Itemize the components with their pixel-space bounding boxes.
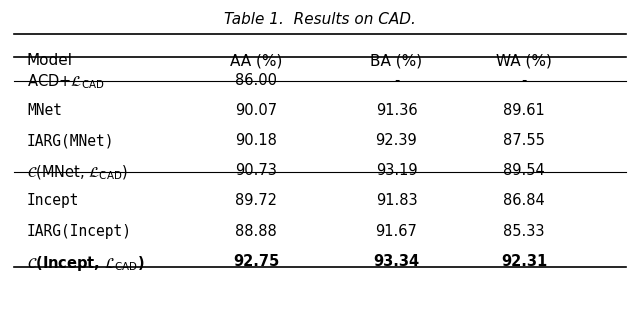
Text: Model: Model <box>27 53 73 68</box>
Text: 86.00: 86.00 <box>236 73 277 88</box>
Text: WA (%): WA (%) <box>496 53 552 68</box>
Text: 89.54: 89.54 <box>503 163 545 178</box>
Text: 92.75: 92.75 <box>233 254 280 269</box>
Text: IARG(MNet): IARG(MNet) <box>27 133 115 148</box>
Text: 93.19: 93.19 <box>376 163 417 178</box>
Text: 87.55: 87.55 <box>503 133 545 148</box>
Text: 90.73: 90.73 <box>236 163 277 178</box>
Text: 92.31: 92.31 <box>500 254 547 269</box>
Text: 90.18: 90.18 <box>236 133 277 148</box>
Text: Table 1.  Results on CAD.: Table 1. Results on CAD. <box>224 12 416 27</box>
Text: 93.34: 93.34 <box>373 254 420 269</box>
Text: 90.07: 90.07 <box>236 103 277 118</box>
Text: BA (%): BA (%) <box>371 53 422 68</box>
Text: $\mathcal{C}$(MNet, $\mathcal{L}_{\mathrm{CAD}}$): $\mathcal{C}$(MNet, $\mathcal{L}_{\mathr… <box>27 163 127 182</box>
Text: 91.36: 91.36 <box>376 103 417 118</box>
Text: 92.39: 92.39 <box>376 133 417 148</box>
Text: -: - <box>521 73 527 88</box>
Text: 85.33: 85.33 <box>503 223 545 239</box>
Text: 86.84: 86.84 <box>503 193 545 208</box>
Text: $\mathcal{C}$(Incept, $\mathcal{L}_{\mathrm{CAD}}$): $\mathcal{C}$(Incept, $\mathcal{L}_{\mat… <box>27 254 145 273</box>
Text: IARG(Incept): IARG(Incept) <box>27 223 132 239</box>
Text: 91.67: 91.67 <box>376 223 417 239</box>
Text: 91.83: 91.83 <box>376 193 417 208</box>
Text: -: - <box>394 73 399 88</box>
Text: ACD+$\mathcal{L}_{\mathrm{CAD}}$: ACD+$\mathcal{L}_{\mathrm{CAD}}$ <box>27 73 104 91</box>
Text: 89.72: 89.72 <box>236 193 277 208</box>
Text: 88.88: 88.88 <box>236 223 277 239</box>
Text: 89.61: 89.61 <box>503 103 545 118</box>
Text: AA (%): AA (%) <box>230 53 282 68</box>
Text: MNet: MNet <box>27 103 62 118</box>
Text: Incept: Incept <box>27 193 79 208</box>
